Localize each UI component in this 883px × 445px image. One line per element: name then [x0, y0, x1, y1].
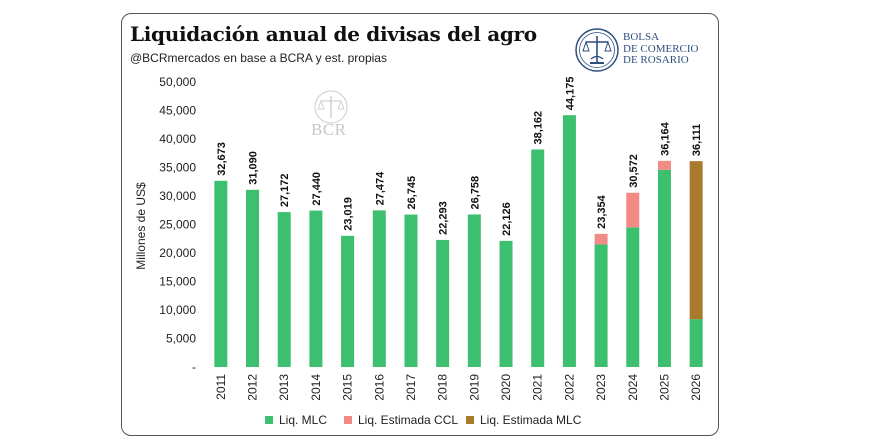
bar-segment	[246, 189, 260, 367]
legend-swatch	[466, 416, 474, 424]
bar-segment	[594, 233, 608, 245]
data-label: 30,572	[628, 154, 640, 188]
x-tick-label: 2011	[214, 374, 228, 400]
x-tick-label: 2022	[562, 374, 576, 401]
data-label: 23,354	[596, 194, 608, 229]
logo-line-2: DE COMERCIO	[623, 42, 699, 55]
legend-item-liq-mlc: Liq. MLC	[265, 413, 327, 427]
data-label: 32,673	[216, 142, 228, 176]
legend-item-liq-estimada-mlc: Liq. Estimada MLC	[466, 413, 581, 427]
x-tick-label: 2013	[277, 374, 291, 401]
bcr-logo-text: BOLSA DE COMERCIO DE ROSARIO	[623, 31, 699, 67]
y-tick-label: 40,000	[159, 132, 196, 146]
x-tick-label: 2025	[657, 374, 671, 401]
chart-subtitle: @BCRmercados en base a BCRA y est. propi…	[130, 51, 387, 65]
watermark-scale-icon	[314, 90, 348, 124]
x-tick-label: 2024	[626, 374, 640, 401]
data-label: 22,126	[501, 202, 513, 236]
bar-segment	[214, 180, 228, 367]
y-axis-label: Millones de US$	[134, 182, 148, 270]
y-tick-label: 25,000	[159, 218, 196, 232]
data-label: 27,172	[279, 173, 291, 207]
logo-line-1: BOLSA	[623, 31, 660, 43]
x-axis: 2011 2012 2013 2014 2015 2016 2017 2018 2019 2020…	[214, 374, 703, 401]
y-tick-label: 5,000	[166, 332, 196, 346]
data-label: 36,164	[659, 121, 671, 156]
y-tick-label: 50,000	[159, 75, 196, 89]
bar-segment	[626, 227, 640, 367]
x-tick-label: 2021	[531, 374, 545, 401]
watermark-text: BCR	[311, 120, 347, 139]
bar-segment	[562, 115, 576, 367]
bar-segment	[657, 160, 671, 170]
data-label: 27,440	[311, 172, 323, 206]
legend-swatch	[344, 416, 352, 424]
bar-segment	[277, 212, 291, 367]
bar-segment	[531, 149, 545, 367]
bar-segment	[689, 319, 703, 367]
x-tick-label: 2017	[404, 374, 418, 401]
chart-title: Liquidación anual de divisas del agro	[130, 22, 537, 46]
x-tick-label: 2026	[689, 374, 703, 401]
legend-swatch	[265, 416, 273, 424]
y-tick-label: 30,000	[159, 189, 196, 203]
bar-segment	[626, 192, 640, 228]
y-tick-label: 15,000	[159, 275, 196, 289]
x-tick-label: 2014	[309, 374, 323, 401]
legend-label: Liq. MLC	[279, 413, 328, 427]
x-tick-label: 2023	[594, 374, 608, 401]
bars	[214, 115, 703, 367]
x-tick-label: 2019	[467, 374, 481, 401]
legend-item-liq-estimada-ccl: Liq. Estimada CCL	[344, 413, 458, 427]
bar-segment	[404, 214, 418, 367]
y-tick-label: 35,000	[159, 161, 196, 175]
bar-segment	[657, 169, 671, 367]
bar-segment	[594, 244, 608, 367]
x-tick-label: 2020	[499, 374, 513, 401]
y-tick-label: -	[192, 360, 196, 374]
bar-segment	[499, 240, 513, 367]
data-label: 23,019	[343, 197, 355, 231]
bar-segment	[341, 235, 355, 367]
x-tick-label: 2015	[341, 374, 355, 401]
data-labels: 32,673 31,090 27,172 27,440 23,019 27,474 26,7…	[216, 77, 703, 236]
bar-segment	[372, 210, 386, 367]
data-label: 26,758	[469, 176, 481, 210]
legend-label: Liq. Estimada CCL	[358, 413, 459, 427]
logo-line-3: DE ROSARIO	[623, 54, 689, 66]
y-axis: - 5,000 10,000 15,000 20,000 25,000 30,000 35,0…	[159, 75, 196, 374]
data-label: 26,745	[406, 176, 418, 210]
data-label: 44,175	[564, 77, 576, 111]
data-label: 36,111	[691, 124, 703, 156]
data-label: 31,090	[248, 151, 260, 185]
bar-segment	[689, 161, 703, 320]
legend-label: Liq. Estimada MLC	[480, 413, 582, 427]
x-tick-label: 2016	[372, 374, 386, 401]
x-tick-label: 2012	[246, 374, 260, 401]
bar-segment	[436, 239, 450, 367]
bcr-logo-icon	[575, 28, 619, 72]
bar-segment	[309, 210, 323, 367]
y-tick-label: 10,000	[159, 303, 196, 317]
data-label: 38,162	[533, 111, 545, 145]
data-label: 22,293	[438, 201, 450, 235]
y-tick-label: 20,000	[159, 246, 196, 260]
bar-segment	[467, 214, 481, 367]
y-tick-label: 45,000	[159, 104, 196, 118]
data-label: 27,474	[374, 171, 386, 206]
x-tick-label: 2018	[436, 374, 450, 401]
